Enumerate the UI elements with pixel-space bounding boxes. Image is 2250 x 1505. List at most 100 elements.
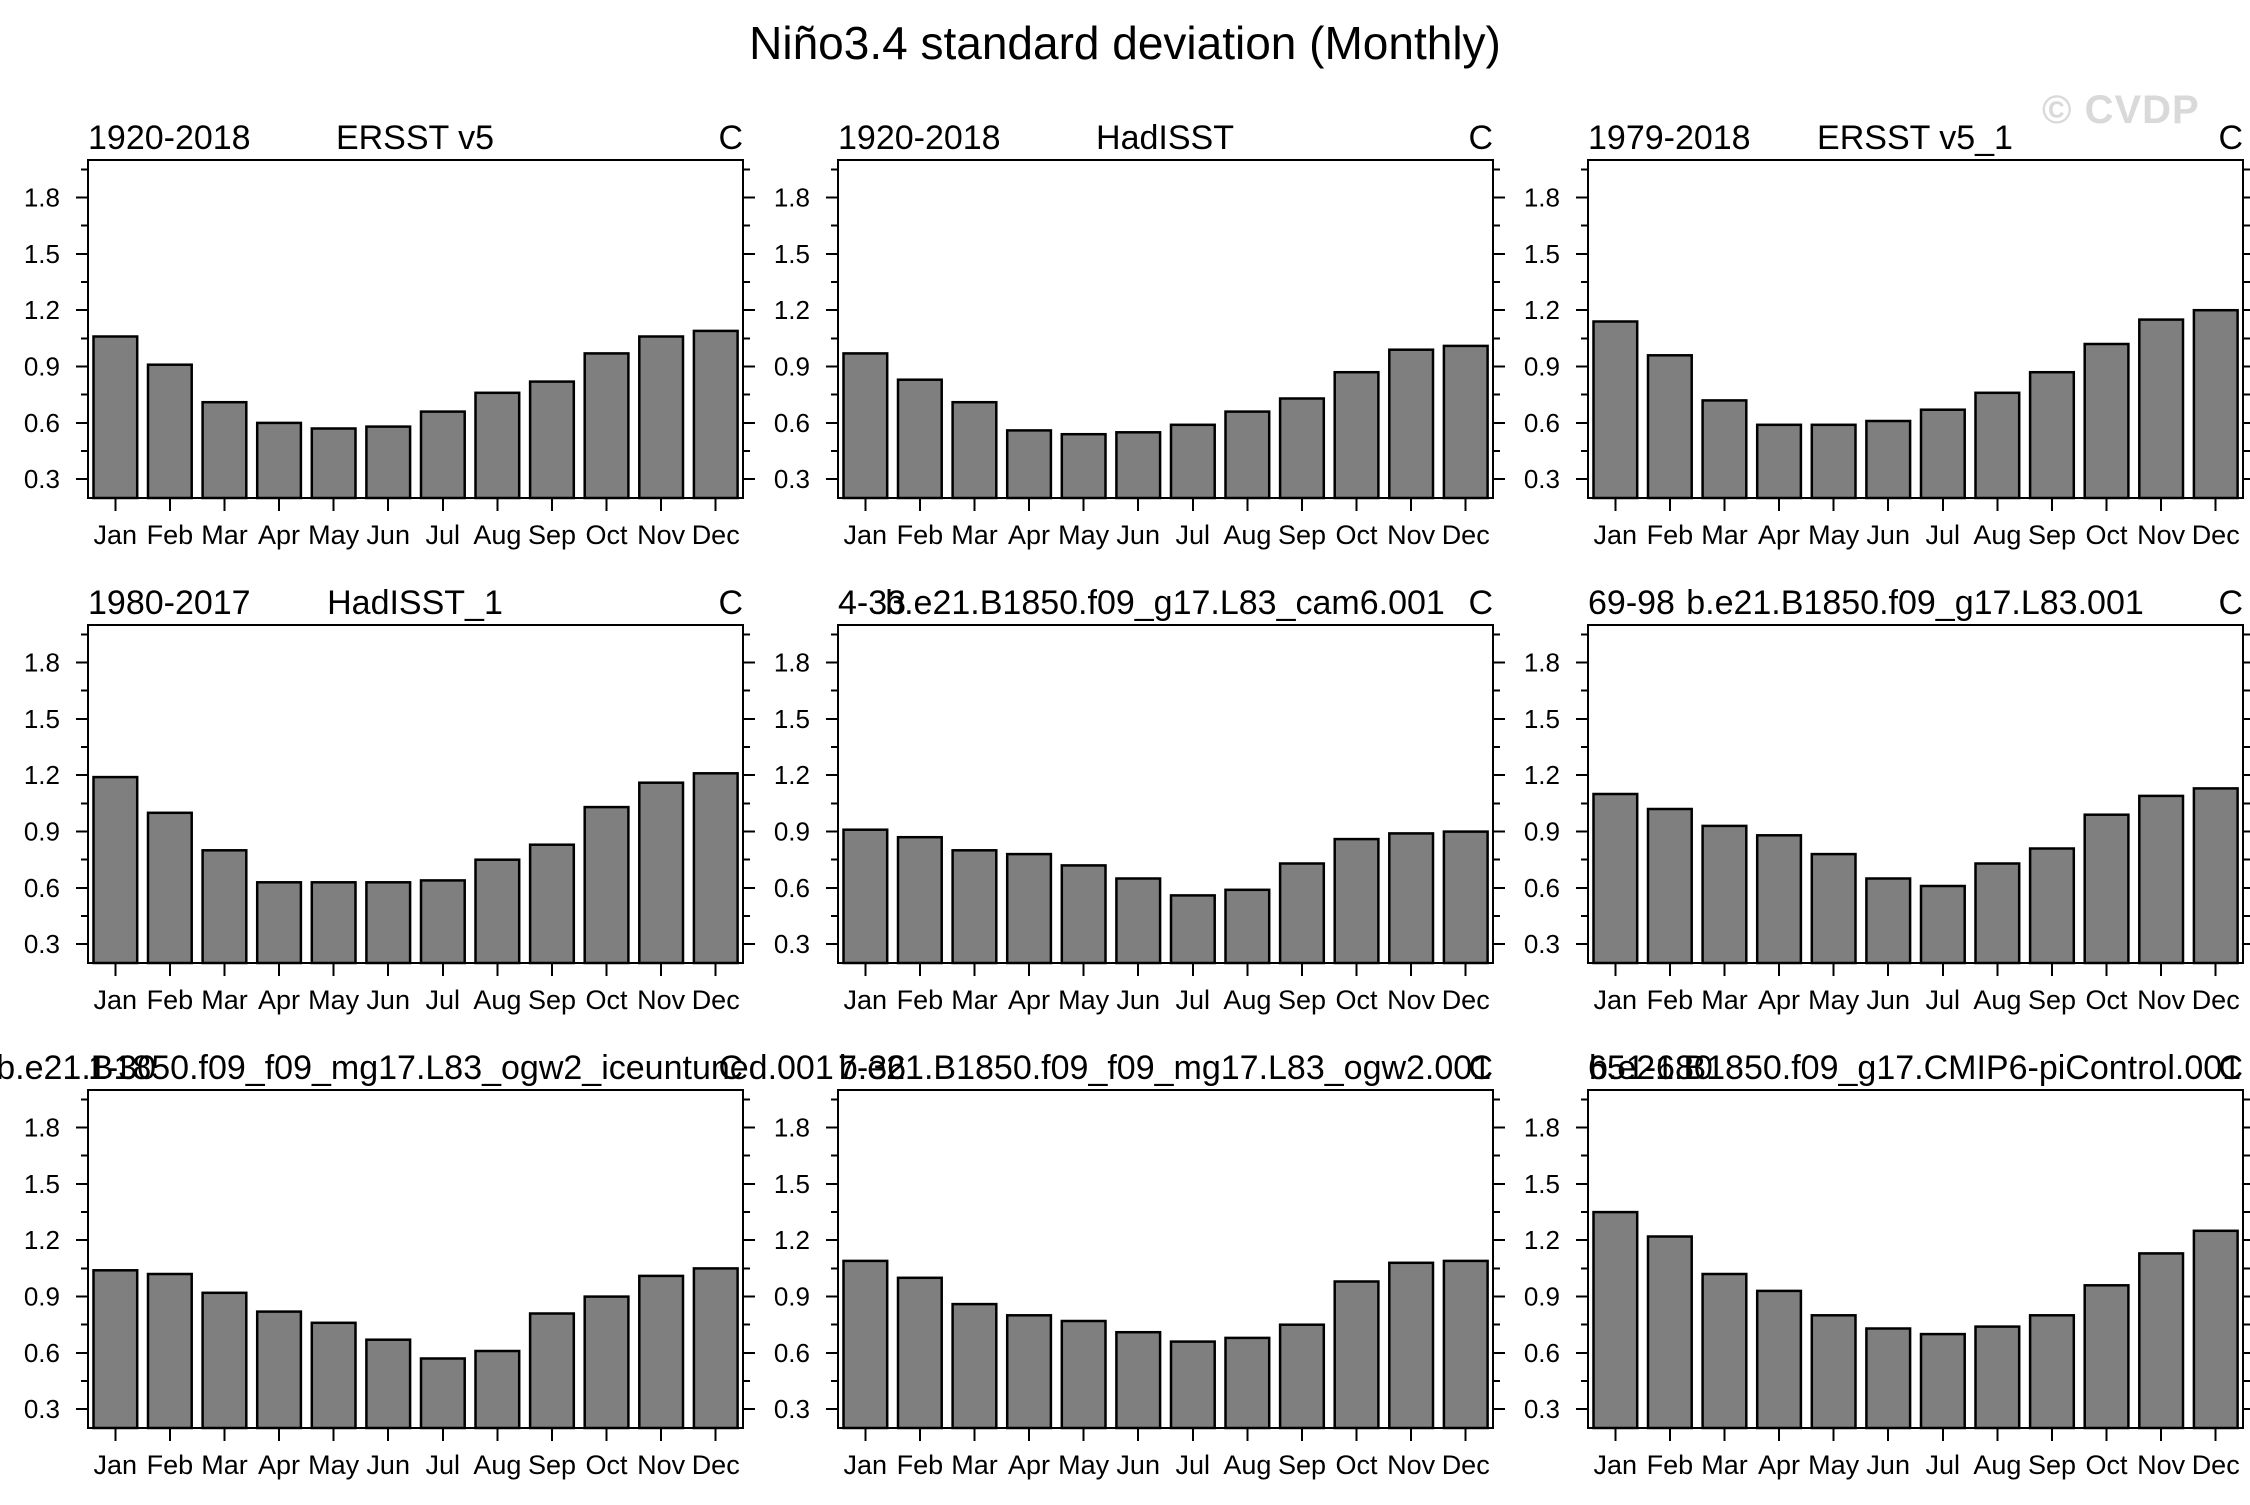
- y-tick-label: 0.6: [24, 873, 60, 903]
- bar-jun: [365, 1338, 412, 1430]
- month-label: Jan: [1594, 985, 1638, 1015]
- month-label: Nov: [1387, 520, 1436, 550]
- month-label: Mar: [951, 985, 998, 1015]
- period-label: 7-36: [838, 1049, 907, 1087]
- month-label: Feb: [897, 1450, 944, 1480]
- y-tick-label: 0.9: [1524, 817, 1560, 847]
- unit-label: C: [2218, 1049, 2243, 1087]
- month-label: Feb: [1647, 520, 1694, 550]
- month-label: Mar: [201, 520, 248, 550]
- month-label: Dec: [1442, 520, 1490, 550]
- y-tick-label: 1.5: [24, 704, 60, 734]
- month-label: Jan: [94, 985, 138, 1015]
- month-label: Dec: [2192, 985, 2240, 1015]
- bar-mar: [201, 400, 248, 500]
- panel-header: 1979-2018 ERSST v5_1 C: [1513, 118, 2250, 158]
- bar-oct: [1333, 370, 1380, 500]
- dataset-title: ERSST v5_1: [1817, 119, 2013, 157]
- bar-dec: [2192, 1229, 2239, 1430]
- y-tick-label: 0.6: [1524, 408, 1560, 438]
- month-label: Mar: [951, 520, 998, 550]
- y-tick-label: 0.6: [24, 1338, 60, 1368]
- bar-jun: [1865, 419, 1912, 500]
- y-tick-label: 0.3: [24, 1394, 60, 1424]
- bar-plot-svg: 0.3 0.6 0.9 1.2 1.5 1.8 Jan Feb Mar Apr May Jun Jul A…: [1524, 624, 2250, 1015]
- month-label: Dec: [2192, 1450, 2240, 1480]
- bar-feb: [896, 1276, 943, 1430]
- bar-mar: [1701, 824, 1748, 965]
- month-label: Jan: [94, 1450, 138, 1480]
- month-label: Oct: [1335, 1450, 1378, 1480]
- bar-may: [1810, 852, 1857, 965]
- bar-oct: [2083, 1284, 2130, 1430]
- bar-plot-svg: 0.3 0.6 0.9 1.2 1.5 1.8 Jan Feb Mar Apr May Jun Jul A…: [1524, 159, 2250, 550]
- y-tick-label: 0.9: [774, 817, 810, 847]
- panel-cmip6-picontrol-001: 651-680 b.e21.B1850.f09_g17.CMIP6-piCont…: [1513, 1048, 2250, 1505]
- bar-mar: [201, 1291, 248, 1430]
- month-label: Nov: [2137, 1450, 2186, 1480]
- bar-jul: [1169, 423, 1216, 500]
- bar-feb: [146, 1272, 193, 1430]
- month-label: Aug: [1223, 985, 1271, 1015]
- month-label: Mar: [201, 985, 248, 1015]
- panel-ersst-v5-1: 1979-2018 ERSST v5_1 C 0.3 0.6 0.9 1.2 1.5 1.…: [1513, 118, 2250, 578]
- axis-frame: [837, 159, 1494, 499]
- axis-frame: [1587, 624, 2244, 964]
- dataset-title: b.e21.B1850.f09_f09_mg17.L83_ogw2_iceunt…: [0, 1049, 834, 1087]
- month-label: Sep: [2028, 1450, 2076, 1480]
- bar-may: [310, 427, 357, 500]
- y-tick-label: 1.2: [1524, 295, 1560, 325]
- bar-dec: [1442, 1259, 1489, 1430]
- bar-oct: [583, 805, 630, 965]
- month-label: Jul: [1926, 985, 1961, 1015]
- dataset-title: HadISST: [1096, 119, 1234, 157]
- month-label: Nov: [1387, 1450, 1436, 1480]
- bar-oct: [1333, 1280, 1380, 1430]
- y-tick-label: 1.2: [774, 295, 810, 325]
- month-label: Feb: [897, 985, 944, 1015]
- bar-jun: [1115, 877, 1162, 965]
- bar-may: [1810, 1314, 1857, 1430]
- month-label: Sep: [1278, 520, 1326, 550]
- bar-jan: [92, 335, 139, 500]
- month-label: Feb: [1647, 1450, 1694, 1480]
- period-label: 1920-2018: [838, 119, 1001, 157]
- month-label: Nov: [637, 520, 686, 550]
- bar-sep: [1278, 862, 1326, 965]
- bar-apr: [1755, 1289, 1803, 1430]
- month-label: May: [1058, 520, 1110, 550]
- month-label: Jul: [1176, 1450, 1211, 1480]
- y-tick-label: 1.5: [774, 239, 810, 269]
- bar-aug: [474, 391, 521, 500]
- axis-frame: [87, 159, 744, 499]
- bar-sep: [1278, 397, 1326, 500]
- month-label: Dec: [692, 985, 740, 1015]
- bar-dec: [1442, 830, 1489, 965]
- month-label: Jan: [94, 520, 138, 550]
- month-label: Oct: [1335, 520, 1378, 550]
- month-label: Jun: [366, 520, 410, 550]
- bar-feb: [1646, 354, 1693, 500]
- unit-label: C: [718, 119, 743, 157]
- y-tick-label: 0.9: [1524, 1282, 1560, 1312]
- panel-header: 1920-2018 ERSST v5 C: [13, 118, 763, 158]
- bar-mar: [951, 849, 998, 965]
- month-label: Apr: [258, 985, 300, 1015]
- unit-label: C: [1468, 119, 1493, 157]
- bar-aug: [1224, 410, 1271, 500]
- y-tick-label: 0.3: [24, 464, 60, 494]
- bar-oct: [583, 1295, 630, 1430]
- bar-sep: [2028, 370, 2076, 500]
- month-label: Aug: [473, 520, 521, 550]
- month-label: Sep: [1278, 985, 1326, 1015]
- bar-jun: [1115, 431, 1162, 500]
- bar-feb: [1646, 807, 1693, 965]
- month-label: May: [1808, 520, 1860, 550]
- month-label: Feb: [897, 520, 944, 550]
- month-label: Apr: [1758, 520, 1800, 550]
- y-tick-label: 1.8: [24, 1113, 60, 1143]
- month-label: Jan: [844, 1450, 888, 1480]
- y-tick-label: 0.6: [1524, 1338, 1560, 1368]
- month-label: Aug: [1973, 1450, 2021, 1480]
